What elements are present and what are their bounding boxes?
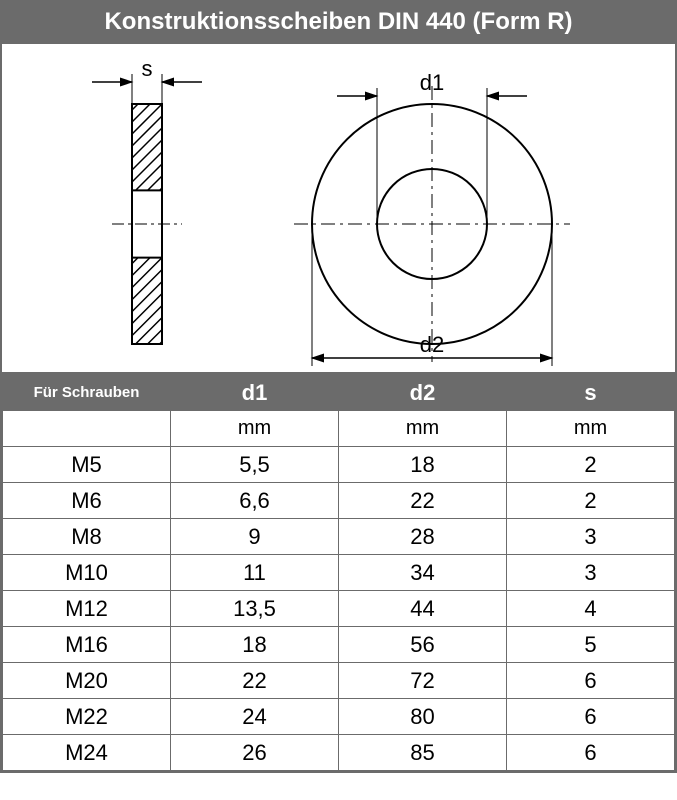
table-cell: 6 <box>507 735 675 771</box>
col-header-s: s <box>507 375 675 411</box>
unit-d1: mm <box>171 411 339 447</box>
technical-drawing: s d1 d2 <box>2 44 675 374</box>
washer-spec-panel: Konstruktionsscheiben DIN 440 (Form R) s… <box>0 0 677 773</box>
table-cell: 5 <box>507 627 675 663</box>
unit-s: mm <box>507 411 675 447</box>
table-cell: 18 <box>339 447 507 483</box>
table-cell: 3 <box>507 555 675 591</box>
table-cell: 18 <box>171 627 339 663</box>
col-header-d1: d1 <box>171 375 339 411</box>
table-row: M2022726 <box>3 663 675 699</box>
unit-d2: mm <box>339 411 507 447</box>
table-cell: 85 <box>339 735 507 771</box>
table-row: M2224806 <box>3 699 675 735</box>
table-cell: 22 <box>171 663 339 699</box>
table-cell: M10 <box>3 555 171 591</box>
table-cell: M8 <box>3 519 171 555</box>
table-cell: 3 <box>507 519 675 555</box>
table-row: M89283 <box>3 519 675 555</box>
table-cell: M24 <box>3 735 171 771</box>
table-cell: 28 <box>339 519 507 555</box>
table-cell: 2 <box>507 447 675 483</box>
table-body: M55,5182M66,6222M89283M1011343M1213,5444… <box>3 447 675 771</box>
col-header-d2: d2 <box>339 375 507 411</box>
table-cell: M22 <box>3 699 171 735</box>
table-row: M1011343 <box>3 555 675 591</box>
table-cell: 2 <box>507 483 675 519</box>
title-text: Konstruktionsscheiben DIN 440 (Form R) <box>104 8 572 35</box>
table-cell: 6 <box>507 699 675 735</box>
table-row: M1213,5444 <box>3 591 675 627</box>
title-bar: Konstruktionsscheiben DIN 440 (Form R) <box>2 2 675 44</box>
table-cell: 26 <box>171 735 339 771</box>
table-cell: 22 <box>339 483 507 519</box>
table-cell: 11 <box>171 555 339 591</box>
table-cell: 5,5 <box>171 447 339 483</box>
table-cell: M6 <box>3 483 171 519</box>
table-cell: 44 <box>339 591 507 627</box>
table-row: M55,5182 <box>3 447 675 483</box>
table-cell: M20 <box>3 663 171 699</box>
table-header-row: Für Schrauben d1 d2 s <box>3 375 675 411</box>
table-cell: M12 <box>3 591 171 627</box>
svg-text:d2: d2 <box>420 332 444 357</box>
dimensions-table: Für Schrauben d1 d2 s mm mm mm M55,5182M… <box>2 374 675 771</box>
table-unit-row: mm mm mm <box>3 411 675 447</box>
table-cell: 56 <box>339 627 507 663</box>
table-cell: 9 <box>171 519 339 555</box>
table-cell: M16 <box>3 627 171 663</box>
svg-text:s: s <box>142 56 153 81</box>
svg-text:d1: d1 <box>420 70 444 95</box>
table-cell: 34 <box>339 555 507 591</box>
table-cell: 72 <box>339 663 507 699</box>
table-row: M1618565 <box>3 627 675 663</box>
table-cell: 24 <box>171 699 339 735</box>
table-cell: 6 <box>507 663 675 699</box>
table-cell: M5 <box>3 447 171 483</box>
drawing-svg: s d1 d2 <box>2 44 675 374</box>
col-header-screw: Für Schrauben <box>3 375 171 411</box>
table-cell: 13,5 <box>171 591 339 627</box>
table-cell: 4 <box>507 591 675 627</box>
table-row: M66,6222 <box>3 483 675 519</box>
table-row: M2426856 <box>3 735 675 771</box>
unit-screw <box>3 411 171 447</box>
table-cell: 80 <box>339 699 507 735</box>
table-cell: 6,6 <box>171 483 339 519</box>
